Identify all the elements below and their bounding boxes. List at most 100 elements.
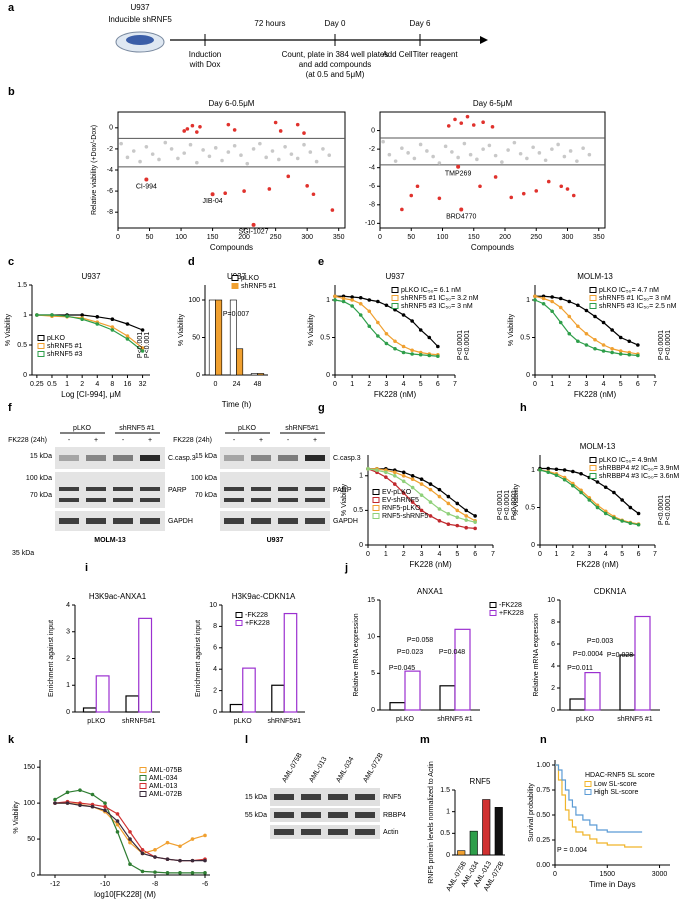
timeline-arrow <box>480 36 488 44</box>
marker <box>567 299 572 304</box>
marker <box>153 870 157 874</box>
x-tick-label: -8 <box>152 881 158 888</box>
marker <box>80 313 84 317</box>
marker-label: 100 kDa <box>26 475 52 482</box>
marker <box>473 526 477 531</box>
y-tick-label: -6 <box>107 188 113 195</box>
point <box>198 124 202 129</box>
y-tick-label: 0 <box>371 127 375 134</box>
marker <box>579 471 583 476</box>
bar <box>454 628 471 711</box>
legend-label: AML-013 <box>149 783 178 790</box>
x-tick-label: 150 <box>468 234 480 241</box>
point <box>276 157 281 162</box>
y-tick-label: 0 <box>446 852 450 859</box>
marker <box>538 468 542 472</box>
annotation: P=0.0004 <box>573 651 603 658</box>
point <box>437 196 442 201</box>
y-tick-label: 6 <box>551 641 555 648</box>
legend-label: High SL-score <box>594 789 638 796</box>
x-tick-label: 1 <box>554 551 558 558</box>
x-tick-label: 1500 <box>599 871 615 878</box>
x-axis-label: FK228 (nM) <box>576 560 619 569</box>
x-tick-label: 0 <box>553 871 557 878</box>
point <box>321 147 325 151</box>
marker <box>428 487 433 492</box>
sign: + <box>94 437 98 444</box>
marker <box>128 840 132 845</box>
y-tick-label: 2 <box>213 687 217 694</box>
point <box>587 152 592 157</box>
marker <box>140 848 145 852</box>
marker <box>603 485 608 490</box>
marker <box>620 519 624 523</box>
point <box>556 142 560 147</box>
marker <box>350 298 354 302</box>
series-line <box>55 802 206 855</box>
annotation: P<0.0001 <box>497 490 504 520</box>
point <box>138 159 142 164</box>
point <box>144 145 149 149</box>
point <box>546 179 551 184</box>
annotation: P=0.045 <box>389 665 415 672</box>
point <box>119 141 123 146</box>
band <box>59 455 79 461</box>
y-tick-label: 4 <box>66 602 70 609</box>
annotation: P<0.0001 <box>464 330 471 360</box>
marker <box>593 337 597 342</box>
point <box>525 156 529 161</box>
group-label: shRNF5#1 <box>285 425 319 432</box>
marker <box>401 350 406 355</box>
plot-frame <box>117 111 346 229</box>
bar <box>229 299 237 376</box>
point <box>571 193 576 198</box>
blot <box>55 511 165 531</box>
treatment: FK228 (24h) <box>173 437 212 444</box>
marker <box>401 473 406 478</box>
highlighted-point <box>456 164 461 169</box>
chart-title: H3K9ac-CDKN1A <box>232 592 296 601</box>
panel-label: g <box>318 402 325 414</box>
band <box>224 455 244 461</box>
y-tick-label: 1.5 <box>440 787 450 794</box>
y-axis-label: % Viability <box>308 313 315 346</box>
y-tick-label: -4 <box>369 165 375 172</box>
legend-label: RNF5-pLKO <box>382 505 421 512</box>
marker <box>628 505 633 510</box>
sign: - <box>122 437 125 444</box>
point <box>387 152 392 157</box>
bar <box>242 667 256 713</box>
marker <box>584 331 589 336</box>
marker <box>392 470 397 475</box>
x-axis-label: Log [CI-994], μM <box>61 390 121 399</box>
point <box>381 139 385 144</box>
band <box>59 518 79 524</box>
x-tick-label: 4 <box>437 551 441 558</box>
marker <box>627 339 632 344</box>
band <box>328 812 348 818</box>
blot <box>270 825 380 839</box>
bar <box>138 617 153 713</box>
point <box>163 140 168 145</box>
point <box>500 160 504 164</box>
point <box>475 157 479 162</box>
marker <box>558 296 563 301</box>
point-label: SGI-1027 <box>239 229 269 236</box>
point <box>565 187 570 191</box>
legend-label: EV-pLKO <box>382 489 412 496</box>
marker <box>95 315 100 319</box>
marker <box>595 505 600 510</box>
lane-label: AML-034 <box>335 756 355 784</box>
point <box>258 141 262 146</box>
y-tick-label: 0.5 <box>525 504 535 511</box>
point <box>393 159 398 163</box>
marker <box>165 871 170 875</box>
marker <box>153 855 157 859</box>
marker <box>419 493 424 497</box>
point <box>537 151 542 155</box>
x-tick-label: -6 <box>202 881 208 888</box>
cell-line: U937 <box>130 3 150 12</box>
y-tick-label: -6 <box>369 183 375 190</box>
marker <box>115 812 120 816</box>
